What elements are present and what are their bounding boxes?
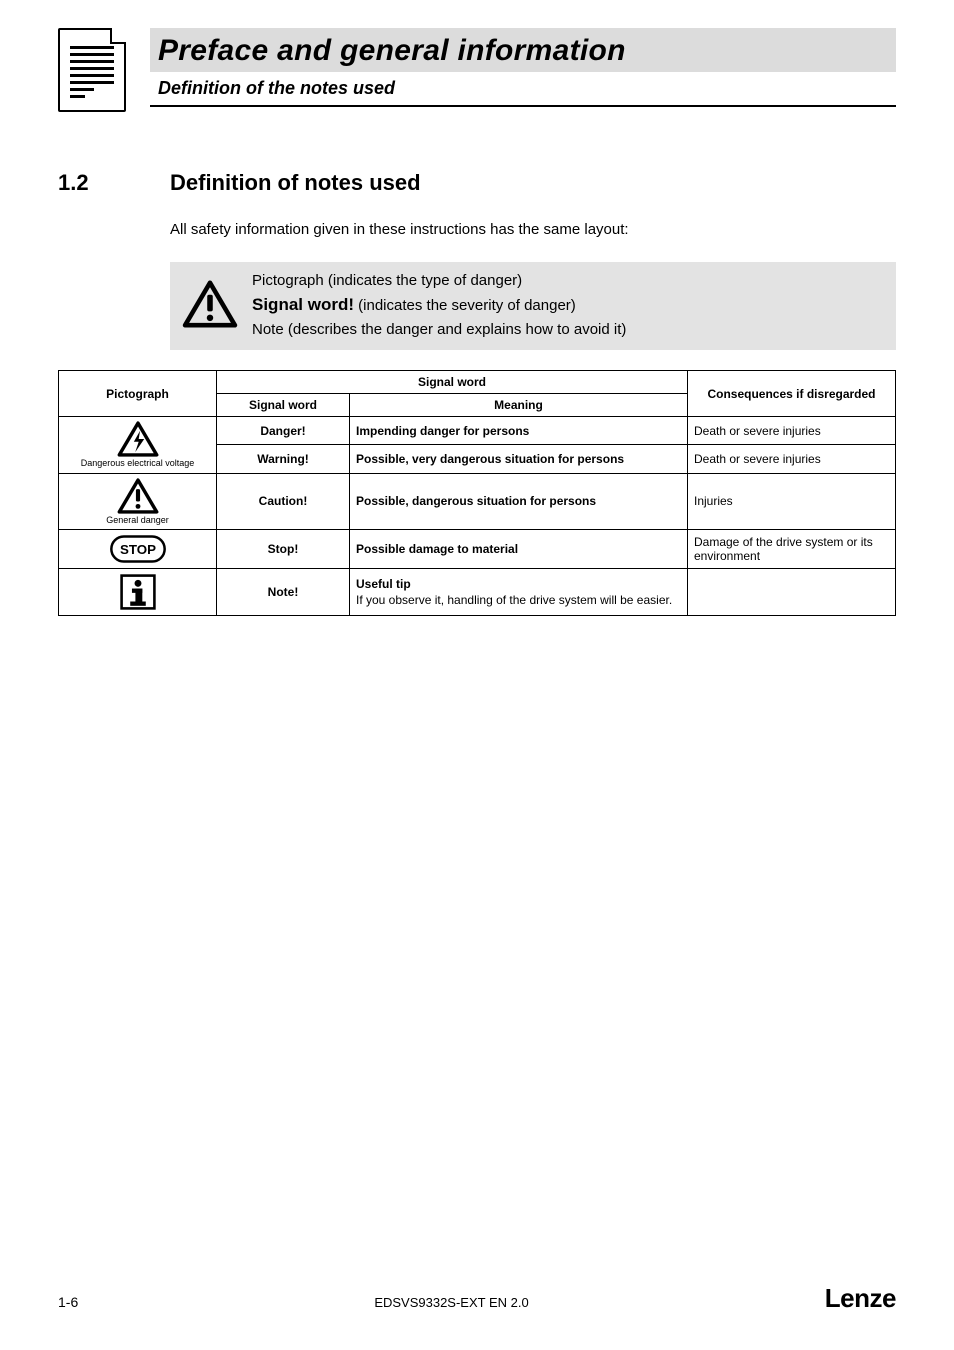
callout-line1: Pictograph (indicates the type of danger… (252, 272, 882, 289)
section-title: Definition of notes used (170, 170, 421, 196)
cell-conseq: Damage of the drive system or its enviro… (688, 530, 896, 569)
cell-conseq: Injuries (688, 473, 896, 529)
stop-icon: STOP (108, 534, 168, 564)
voltage-triangle-icon (117, 421, 159, 457)
signal-word-table: Pictograph Signal word Consequences if d… (58, 370, 896, 616)
section-heading: 1.2 Definition of notes used (58, 170, 896, 196)
cell-signal: Caution! (217, 473, 350, 529)
signal-word-callout: Pictograph (indicates the type of danger… (170, 262, 896, 350)
page-number: 1-6 (58, 1294, 78, 1310)
callout-line3: Note (describes the danger and explains … (252, 321, 882, 338)
callout-signal-word: Signal word! (252, 295, 354, 314)
intro-text: All safety information given in these in… (170, 220, 896, 240)
table-row: General danger Caution! Possible, danger… (59, 473, 896, 529)
cell-meaning: Impending danger for persons (350, 417, 688, 445)
th-pictograph: Pictograph (59, 371, 217, 417)
cell-signal: Warning! (217, 445, 350, 473)
pictograph-voltage-caption: Dangerous electrical voltage (65, 459, 210, 468)
th-signal-word: Signal word (217, 371, 688, 394)
svg-text:STOP: STOP (119, 542, 155, 557)
cell-meaning: Possible, very dangerous situation for p… (350, 445, 688, 473)
table-row: Dangerous electrical voltage Danger! Imp… (59, 417, 896, 445)
pictograph-note (59, 569, 217, 616)
brand-logo: Lenze (825, 1283, 896, 1314)
document-icon (58, 28, 126, 112)
info-icon (119, 573, 157, 611)
cell-conseq (688, 569, 896, 616)
th-consequences: Consequences if disregarded (688, 371, 896, 417)
cell-signal: Note! (217, 569, 350, 616)
page-subtitle: Definition of the notes used (150, 72, 896, 105)
cell-signal: Stop! (217, 530, 350, 569)
pictograph-stop: STOP (59, 530, 217, 569)
pictograph-general-caption: General danger (65, 516, 210, 525)
section-number: 1.2 (58, 170, 170, 196)
cell-meaning: Possible, dangerous situation for person… (350, 473, 688, 529)
header: Preface and general information Definiti… (58, 28, 896, 112)
th-signal-word-sub: Signal word (217, 394, 350, 417)
document-id: EDSVS9332S-EXT EN 2.0 (374, 1295, 528, 1310)
table-row: Note! Useful tip If you observe it, hand… (59, 569, 896, 616)
cell-conseq: Death or severe injuries (688, 417, 896, 445)
pictograph-voltage: Dangerous electrical voltage (59, 417, 217, 473)
cell-signal: Danger! (217, 417, 350, 445)
table-row: STOP Stop! Possible damage to material D… (59, 530, 896, 569)
callout-line2: Signal word! (indicates the severity of … (252, 295, 882, 315)
page-title: Preface and general information (150, 28, 896, 72)
general-triangle-icon (117, 478, 159, 514)
pictograph-general: General danger (59, 473, 217, 529)
cell-meaning: Possible damage to material (350, 530, 688, 569)
warning-triangle-icon (180, 280, 240, 328)
callout-line2-rest: (indicates the severity of danger) (354, 297, 576, 314)
cell-meaning: Useful tip If you observe it, handling o… (350, 569, 688, 616)
footer: 1-6 EDSVS9332S-EXT EN 2.0 Lenze (58, 1283, 896, 1314)
cell-conseq: Death or severe injuries (688, 445, 896, 473)
th-meaning: Meaning (350, 394, 688, 417)
